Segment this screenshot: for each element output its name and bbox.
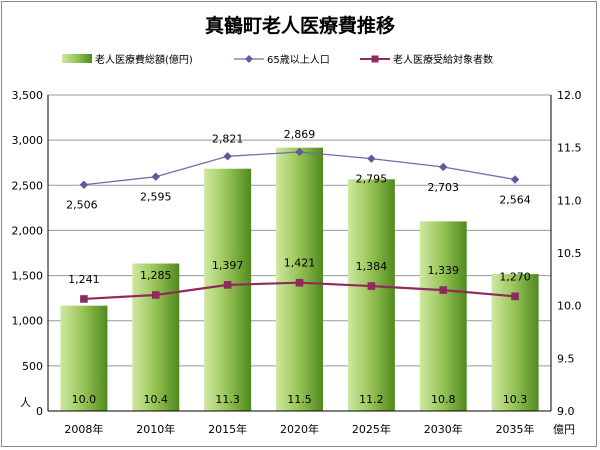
x-tick-label: 2015年 <box>208 422 247 436</box>
x-tick-label: 2025年 <box>352 422 391 436</box>
bar <box>60 305 108 411</box>
x-tick-label: 2008年 <box>64 422 103 436</box>
right-tick-label: 11.5 <box>557 142 582 155</box>
left-tick-label: 2,000 <box>12 224 44 237</box>
legend-label-eligible: 老人医療受給対象者数 <box>393 53 493 66</box>
right-tick-label: 9.0 <box>557 405 575 418</box>
x-tick-label: 2035年 <box>496 422 535 436</box>
left-tick-label: 1,000 <box>12 315 44 328</box>
bar-value-label: 11.3 <box>215 393 240 406</box>
left-tick-label: 2,500 <box>12 179 44 192</box>
axes: 0 500 1,000 1,500 2,000 2,500 3,000 3,500 9.0 9.5… <box>12 89 582 436</box>
eligible-marker <box>367 282 376 290</box>
population-marker <box>79 180 89 189</box>
population-marker <box>439 162 448 172</box>
bar-value-label: 10.8 <box>431 393 456 406</box>
population-value-label: 2,869 <box>284 128 316 141</box>
left-tick-label: 0 <box>36 405 43 418</box>
data-labels: 10.0 10.4 11.3 11.5 11.2 10.8 10.3 2,506 2,595 2,… <box>66 128 531 406</box>
left-tick-label: 3,000 <box>12 134 44 147</box>
bar-value-label: 11.2 <box>359 393 384 406</box>
right-tick-label: 10.0 <box>557 300 582 313</box>
left-tick-label: 3,500 <box>12 89 44 102</box>
left-tick-label: 500 <box>22 360 43 373</box>
population-value-label: 2,564 <box>499 194 531 207</box>
right-tick-label: 11.0 <box>557 194 582 207</box>
eligible-value-label: 1,384 <box>356 260 388 273</box>
eligible-value-label: 1,241 <box>68 273 100 286</box>
bar-value-label: 10.3 <box>503 393 528 406</box>
legend-swatch-population-marker <box>245 55 253 63</box>
eligible-marker <box>80 295 88 303</box>
left-tick-label: 1,500 <box>12 270 44 283</box>
x-tick-label: 2020年 <box>280 422 319 436</box>
eligible-marker <box>223 281 232 289</box>
population-marker <box>295 147 304 157</box>
eligible-value-label: 1,270 <box>499 270 531 283</box>
population-value-label: 2,703 <box>427 181 459 194</box>
right-tick-label: 10.5 <box>557 247 582 260</box>
population-value-label: 2,795 <box>356 173 388 186</box>
eligible-value-label: 1,421 <box>284 257 316 270</box>
bar-series <box>60 147 539 411</box>
eligible-marker <box>295 278 304 287</box>
x-tick-label: 2030年 <box>424 422 463 436</box>
eligible-marker <box>439 286 448 294</box>
bar-value-label: 10.0 <box>72 393 97 406</box>
line-series <box>79 147 520 303</box>
right-axis-unit: 億円 <box>553 423 575 436</box>
left-axis-unit: 人 <box>20 396 31 409</box>
bar <box>132 263 180 411</box>
bar <box>419 221 467 411</box>
eligible-value-label: 1,339 <box>427 264 459 277</box>
population-value-label: 2,595 <box>140 191 172 204</box>
bar <box>347 179 395 411</box>
legend: 老人医療費総額(億円) 65歳以上人口 老人医療受給対象者数 <box>62 53 493 66</box>
x-tick-label: 2010年 <box>136 422 175 436</box>
population-value-label: 2,506 <box>66 199 98 212</box>
right-tick-label: 12.0 <box>557 89 582 102</box>
population-marker <box>510 175 520 184</box>
legend-swatch-eligible-marker <box>371 55 379 63</box>
eligible-marker <box>151 291 160 299</box>
eligible-value-label: 1,285 <box>140 269 172 282</box>
eligible-value-label: 1,397 <box>212 259 244 272</box>
population-marker <box>151 172 160 181</box>
legend-label-bar: 老人医療費総額(億円) <box>95 53 193 66</box>
legend-label-population: 65歳以上人口 <box>267 54 330 66</box>
population-marker <box>367 154 376 163</box>
chart-title: 真鶴町老人医療費推移 <box>205 14 395 37</box>
bar <box>204 168 252 411</box>
right-tick-label: 9.5 <box>557 352 575 365</box>
eligible-marker <box>511 292 519 301</box>
legend-swatch-bar <box>62 54 92 63</box>
bar-value-label: 10.4 <box>144 393 169 406</box>
population-marker <box>223 152 232 161</box>
population-value-label: 2,821 <box>212 132 244 145</box>
bar-value-label: 11.5 <box>287 393 312 406</box>
